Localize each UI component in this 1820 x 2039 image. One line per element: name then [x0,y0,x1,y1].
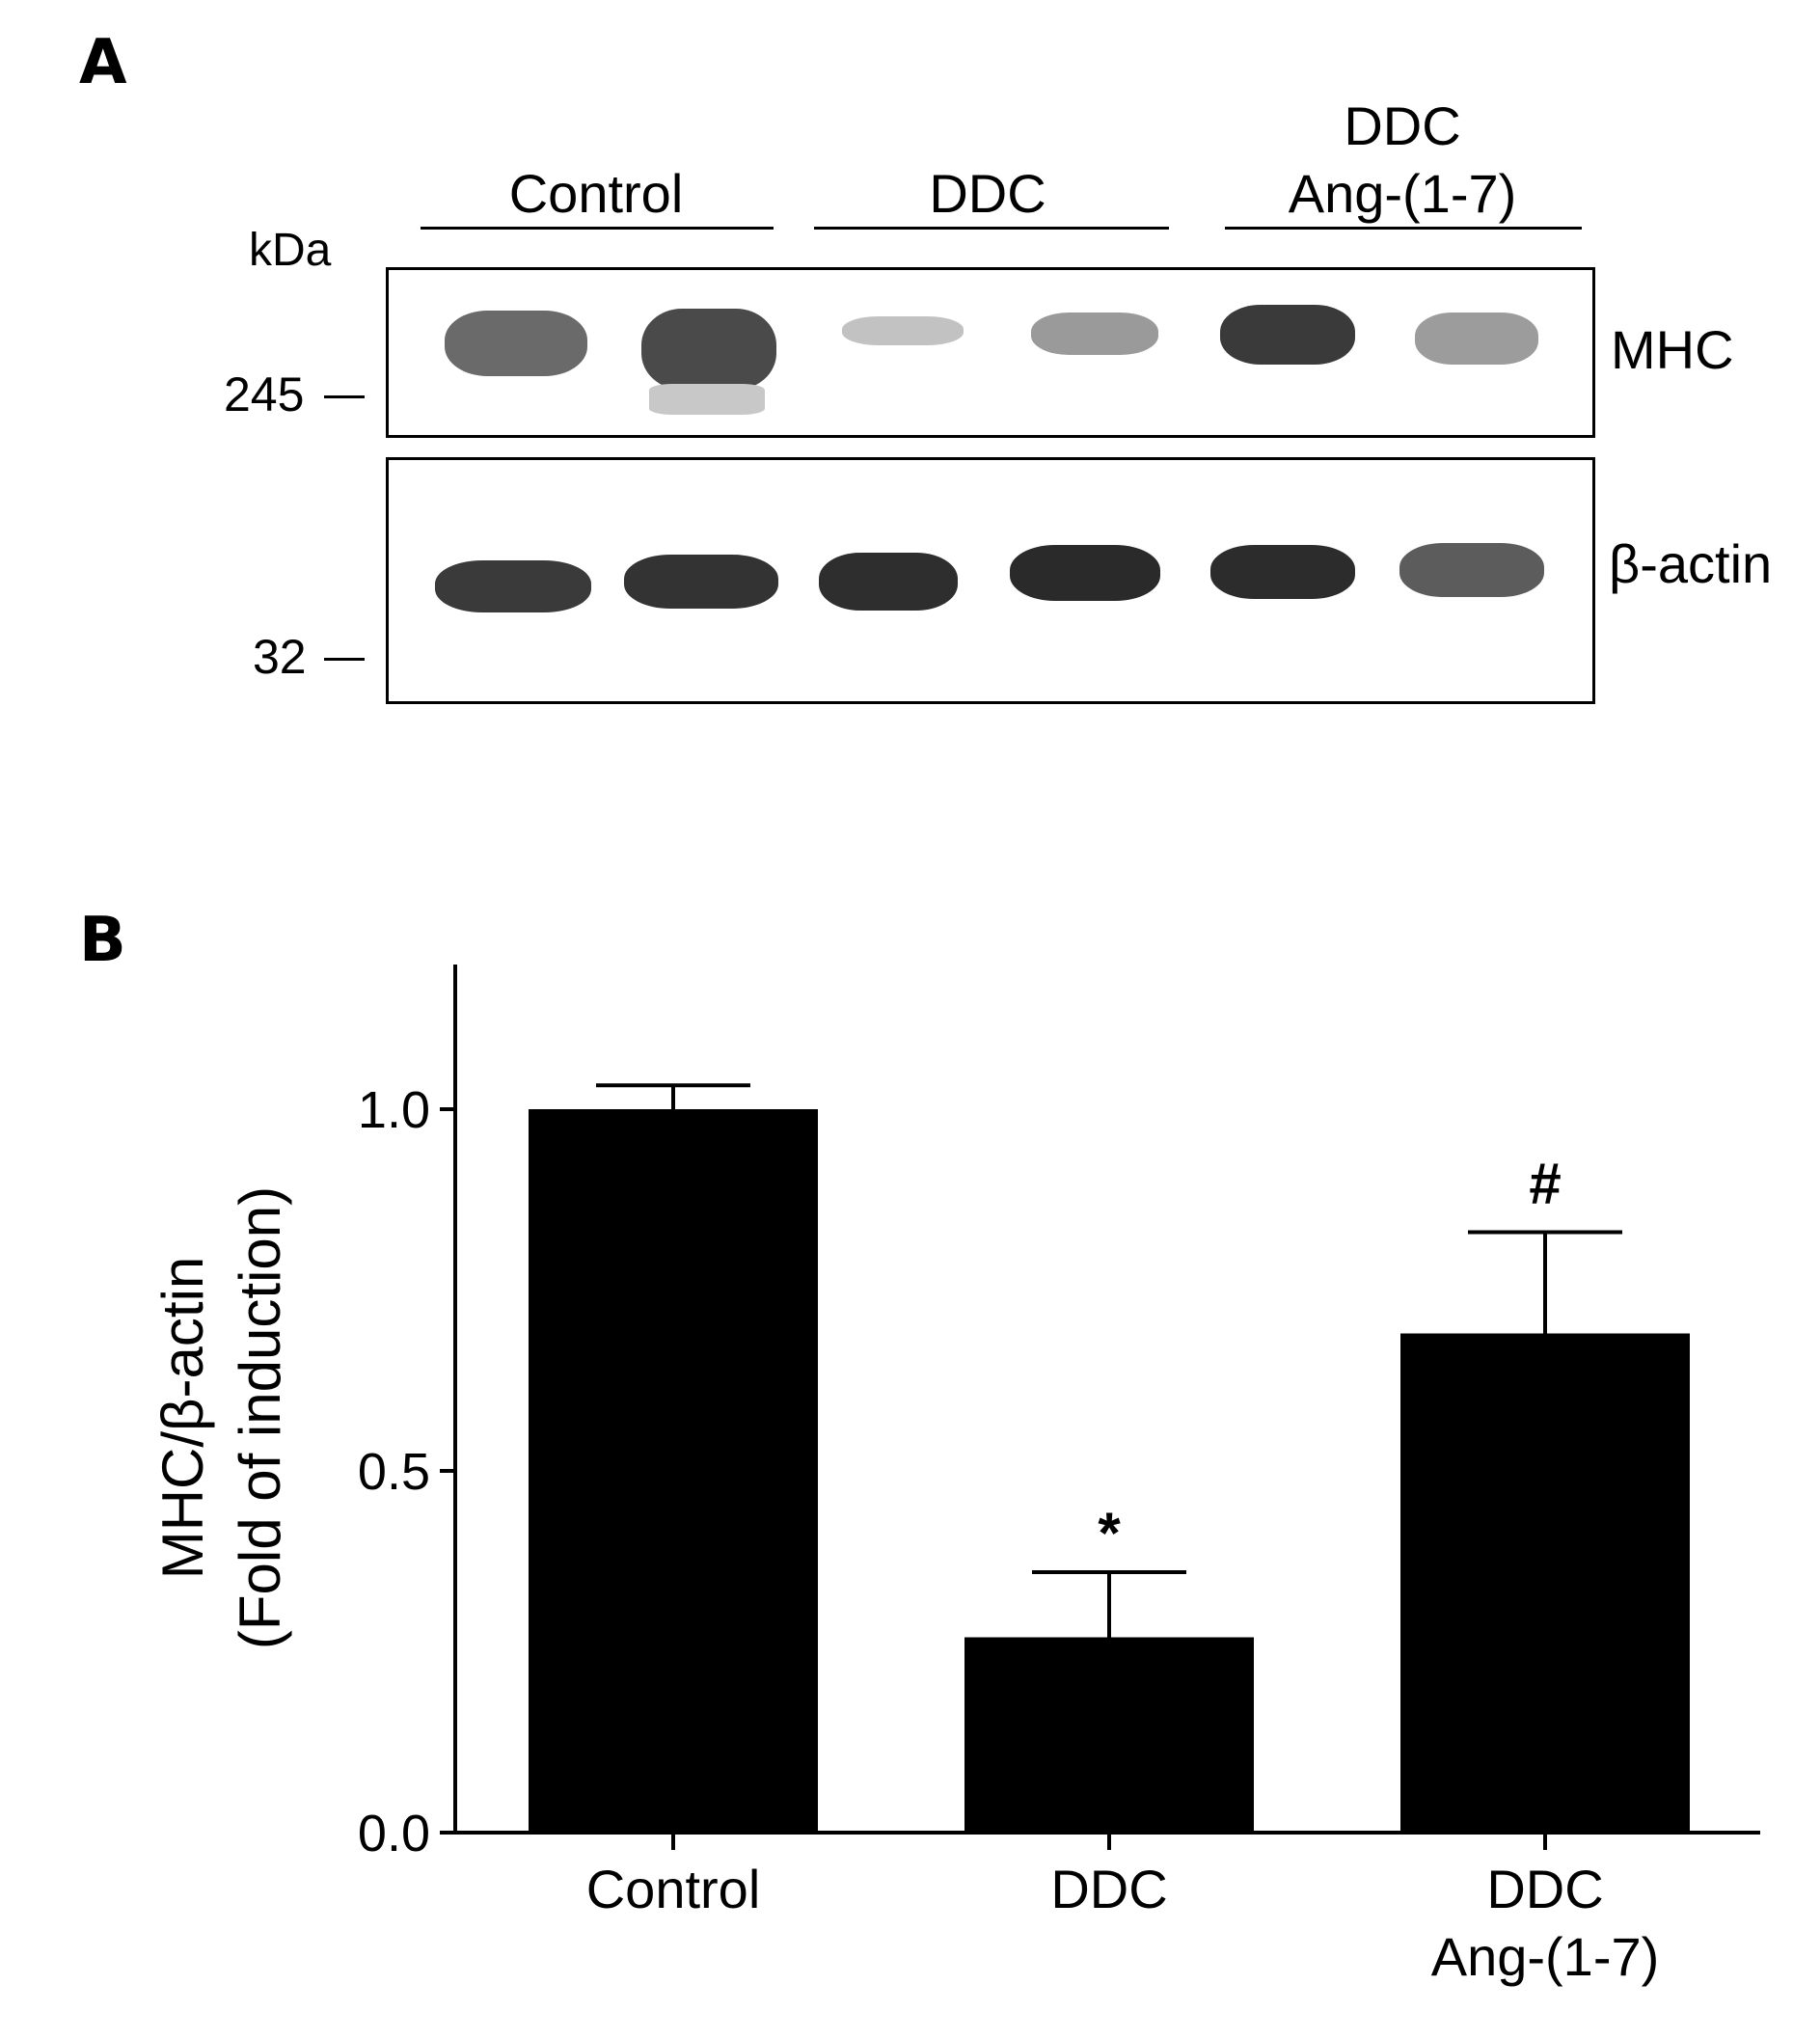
group-label-ddc-ang-line1: DDC [1344,95,1461,156]
actin-band-lane3 [819,553,958,611]
mhc-band-lane2-tail [649,384,765,415]
group-label-ddc: DDC [929,163,1046,224]
actin-label: β-actin [1609,533,1773,594]
marker-32-label: 32 [253,630,307,684]
group-label-control: Control [508,163,684,224]
x-tick-label: DDC [1050,1859,1167,1919]
group-line-control [421,227,774,230]
actin-band-lane2 [624,555,778,609]
y-axis-label-line1: MHC/β-actin [150,1257,215,1580]
y-tick-label: 0.5 [358,1443,430,1501]
group-line-ddc [814,227,1169,230]
actin-band-lane5 [1210,545,1355,599]
mhc-band-lane4 [1031,313,1158,355]
bar-1 [964,1637,1254,1833]
marker-245-tick [324,395,365,398]
actin-band-lane4 [1010,545,1160,601]
panel-b-letter: B [79,905,126,976]
x-tick-label: Ang-(1-7) [1431,1926,1660,1987]
mhc-band-lane1 [445,311,587,376]
mhc-band-lane5 [1220,305,1355,365]
actin-blot [386,457,1595,704]
actin-band-lane6 [1399,543,1544,597]
group-line-ddc-ang [1225,227,1582,230]
group-label-ddc-ang-line2: Ang-(1-7) [1288,163,1517,224]
significance-marker-1: * [1098,1501,1121,1565]
y-tick-label: 1.0 [358,1081,430,1139]
marker-245-label: 245 [224,367,305,421]
significance-marker-2: # [1529,1152,1561,1216]
bar-2 [1400,1333,1690,1833]
kda-label: kDa [249,225,332,276]
marker-32-tick [324,658,365,661]
mhc-label: MHC [1611,319,1734,380]
mhc-band-lane2 [641,309,776,390]
mhc-band-lane6 [1415,313,1538,365]
y-tick-label: 0.0 [358,1805,430,1862]
x-tick-label: DDC [1486,1859,1603,1919]
panel-a-letter: A [79,27,127,98]
mhc-band-lane3 [842,316,964,345]
actin-band-lane1 [435,560,591,612]
mhc-blot [386,267,1595,438]
x-tick-label: Control [586,1859,761,1919]
y-axis-label-line2: (Fold of induction) [228,1186,292,1649]
bar-0 [529,1109,818,1833]
